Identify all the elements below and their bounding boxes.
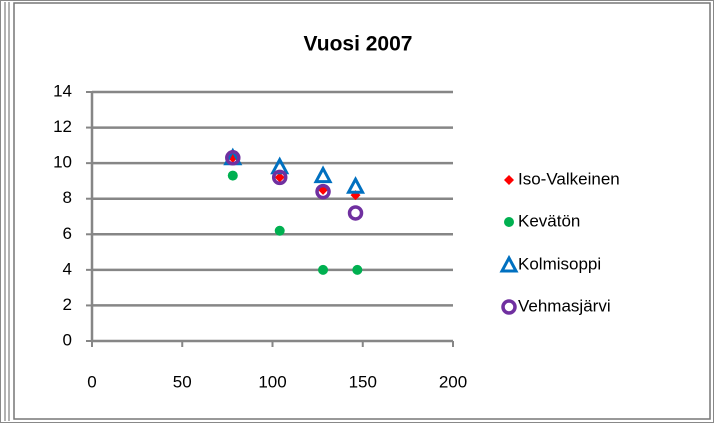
legend-marker — [501, 299, 517, 315]
legend-label: Kolmisoppi — [518, 254, 601, 273]
legend-marker — [504, 217, 514, 227]
point — [225, 150, 241, 166]
point — [313, 165, 333, 184]
y-tick-label: 8 — [63, 188, 72, 207]
y-tick-label: 12 — [53, 117, 72, 136]
y-tick-label: 0 — [63, 330, 72, 349]
point — [315, 183, 331, 200]
point — [347, 205, 364, 221]
y-tick-label: 10 — [53, 153, 72, 172]
chart-title: Vuosi 2007 — [304, 33, 413, 56]
x-tick-label: 100 — [258, 372, 286, 391]
point — [271, 169, 288, 186]
legend-label: Kevätön — [518, 211, 580, 230]
legend-marker — [499, 254, 519, 273]
y-tick-label: 6 — [63, 224, 72, 243]
y-tick-label: 2 — [63, 295, 72, 314]
point — [346, 176, 366, 194]
point — [227, 170, 238, 181]
legend-label: Iso-Valkeinen — [518, 169, 620, 188]
point — [274, 225, 285, 236]
x-tick-label: 200 — [439, 372, 467, 391]
x-tick-label: 50 — [173, 372, 192, 391]
x-tick-label: 0 — [87, 372, 96, 391]
y-tick-label: 14 — [53, 81, 72, 100]
point — [318, 264, 329, 275]
point — [352, 264, 363, 275]
legend-label: Vehmasjärvi — [518, 296, 611, 315]
legend-marker — [504, 175, 514, 185]
y-tick-label: 4 — [63, 259, 72, 278]
point — [274, 172, 285, 183]
x-tick-label: 150 — [349, 372, 377, 391]
